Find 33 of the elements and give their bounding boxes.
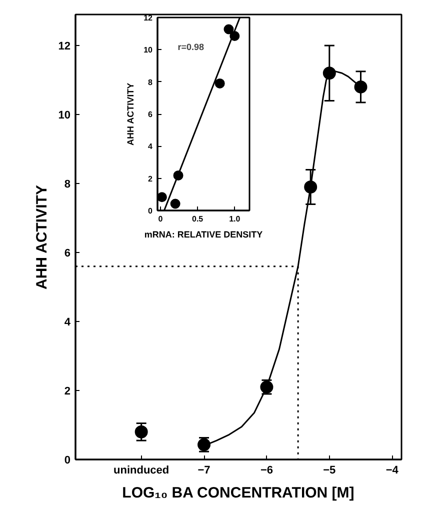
y-tick-label: 6 bbox=[148, 110, 154, 119]
y-tick-label: 4 bbox=[64, 316, 72, 329]
annotation: r=0.98 bbox=[178, 42, 204, 52]
point bbox=[170, 198, 180, 209]
point bbox=[134, 425, 148, 438]
point bbox=[158, 192, 167, 202]
x-tick-label: −4 bbox=[386, 464, 400, 476]
y-tick-label: 10 bbox=[144, 46, 154, 55]
x-axis-title: mRNA: RELATIVE DENSITY bbox=[144, 230, 263, 240]
point bbox=[224, 24, 234, 34]
point bbox=[214, 78, 225, 88]
x-tick-label: −7 bbox=[198, 464, 210, 476]
y-tick-label: 4 bbox=[148, 142, 154, 152]
y-tick-label: 0 bbox=[64, 454, 71, 466]
y-tick-label: 2 bbox=[64, 386, 71, 398]
y-axis-title: AHH ACTIVITY bbox=[33, 185, 50, 290]
y-tick-label: 12 bbox=[144, 14, 154, 22]
y-tick-label: 12 bbox=[58, 40, 71, 53]
y-tick-label: 8 bbox=[64, 178, 71, 191]
x-tick-label: 0.5 bbox=[192, 214, 204, 224]
y-axis-title: AHH ACTIVITY bbox=[126, 82, 136, 146]
y-tick-label: 8 bbox=[148, 78, 154, 87]
x-tick-label: 0 bbox=[158, 214, 164, 224]
x-tick-label: uninduced bbox=[114, 464, 170, 476]
x-tick-label: −6 bbox=[260, 464, 273, 476]
point bbox=[354, 80, 368, 94]
y-tick-label: 6 bbox=[64, 248, 71, 260]
y-tick-label: 2 bbox=[148, 174, 154, 184]
x-tick-label: 1.0 bbox=[229, 214, 241, 224]
x-axis-title: LOG₁₀ BA CONCENTRATION [M] bbox=[122, 484, 354, 502]
y-tick-label: 10 bbox=[58, 110, 71, 122]
y-tick-label: 0 bbox=[148, 206, 154, 216]
x-tick-label: −5 bbox=[323, 464, 336, 476]
